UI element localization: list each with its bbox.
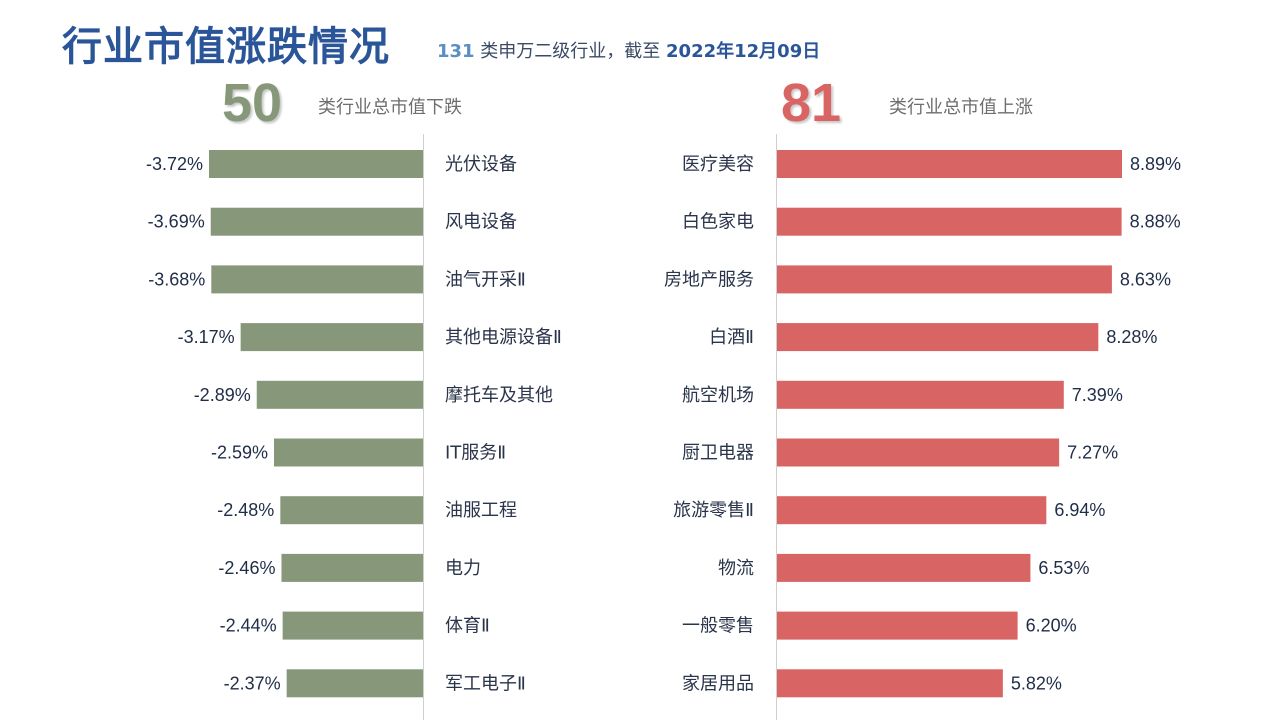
bar-down-5 [256, 380, 423, 409]
category-label-up-1: 医疗美容 [682, 154, 754, 175]
value-label-up-9: 6.20% [1026, 616, 1077, 636]
value-label-down-7: -2.48% [217, 500, 274, 520]
value-label-down-3: -3.68% [148, 269, 205, 289]
value-label-down-8: -2.46% [218, 558, 275, 578]
up-count: 81 [781, 73, 842, 133]
up-label: 类行业总市值上涨 [889, 97, 1033, 118]
down-count: 50 [222, 73, 283, 133]
up-axis-line [776, 134, 777, 720]
category-label-down-10: 军工电子Ⅱ [445, 673, 526, 694]
bar-up-10 [777, 669, 1003, 698]
down-label: 类行业总市值下跌 [318, 97, 462, 118]
page-title: 行业市值涨跌情况 [62, 24, 390, 70]
bar-up-2 [777, 207, 1122, 236]
value-label-up-2: 8.88% [1130, 212, 1181, 232]
category-label-up-4: 白酒Ⅱ [709, 327, 754, 348]
category-label-down-1: 光伏设备 [445, 154, 517, 175]
value-label-down-2: -3.69% [148, 212, 205, 232]
value-label-up-5: 7.39% [1072, 385, 1123, 405]
bar-up-7 [777, 496, 1047, 525]
bar-down-3 [211, 265, 423, 294]
value-label-up-4: 8.28% [1106, 327, 1157, 347]
bar-down-7 [280, 496, 423, 525]
category-label-down-5: 摩托车及其他 [445, 385, 553, 406]
bar-down-6 [274, 438, 423, 467]
bar-down-9 [282, 611, 423, 640]
category-label-up-6: 厨卫电器 [682, 443, 754, 464]
category-label-up-2: 白色家电 [682, 212, 754, 233]
value-label-up-10: 5.82% [1011, 673, 1062, 693]
bar-down-4 [240, 323, 423, 352]
as-of-date: 2022年12月09日 [666, 41, 821, 62]
category-label-up-5: 航空机场 [682, 385, 754, 406]
subtitle-text: 类申万二级行业，截至 [474, 41, 667, 62]
bar-up-8 [777, 553, 1031, 582]
bar-down-8 [281, 553, 423, 582]
category-label-down-9: 体育Ⅱ [445, 616, 490, 637]
value-label-up-7: 6.94% [1054, 500, 1105, 520]
category-label-down-2: 风电设备 [445, 212, 517, 233]
category-label-up-7: 旅游零售Ⅱ [673, 500, 754, 521]
value-label-down-1: -3.72% [146, 154, 203, 174]
bar-down-2 [210, 207, 423, 236]
bar-up-5 [777, 380, 1064, 409]
bar-down-1 [209, 150, 423, 178]
value-label-down-5: -2.89% [194, 385, 251, 405]
bar-down-10 [286, 669, 423, 698]
value-label-down-6: -2.59% [211, 443, 268, 463]
category-label-down-7: 油服工程 [445, 500, 517, 521]
category-label-down-8: 电力 [445, 558, 481, 579]
bar-up-6 [777, 438, 1060, 467]
value-label-up-1: 8.89% [1130, 154, 1181, 174]
bar-up-9 [777, 611, 1018, 640]
value-label-up-3: 8.63% [1120, 269, 1171, 289]
category-label-down-4: 其他电源设备Ⅱ [445, 327, 562, 348]
category-label-up-8: 物流 [718, 558, 754, 579]
down-axis-line [423, 134, 424, 720]
category-label-down-3: 油气开采Ⅱ [445, 269, 526, 290]
bar-up-1 [777, 150, 1122, 178]
value-label-down-4: -3.17% [178, 327, 235, 347]
value-label-down-9: -2.44% [220, 616, 277, 636]
category-label-up-9: 一般零售 [682, 616, 754, 637]
bar-up-3 [777, 265, 1112, 294]
industry-count: 131 [437, 41, 475, 62]
value-label-down-10: -2.37% [224, 673, 281, 693]
category-label-up-3: 房地产服务 [664, 269, 754, 290]
value-label-up-8: 6.53% [1038, 558, 1089, 578]
category-label-down-6: IT服务Ⅱ [445, 443, 506, 464]
page-subtitle: 131 类申万二级行业，截至 2022年12月09日 [437, 37, 820, 63]
value-label-up-6: 7.27% [1067, 443, 1118, 463]
bar-up-4 [777, 323, 1099, 352]
category-label-up-10: 家居用品 [682, 673, 754, 694]
